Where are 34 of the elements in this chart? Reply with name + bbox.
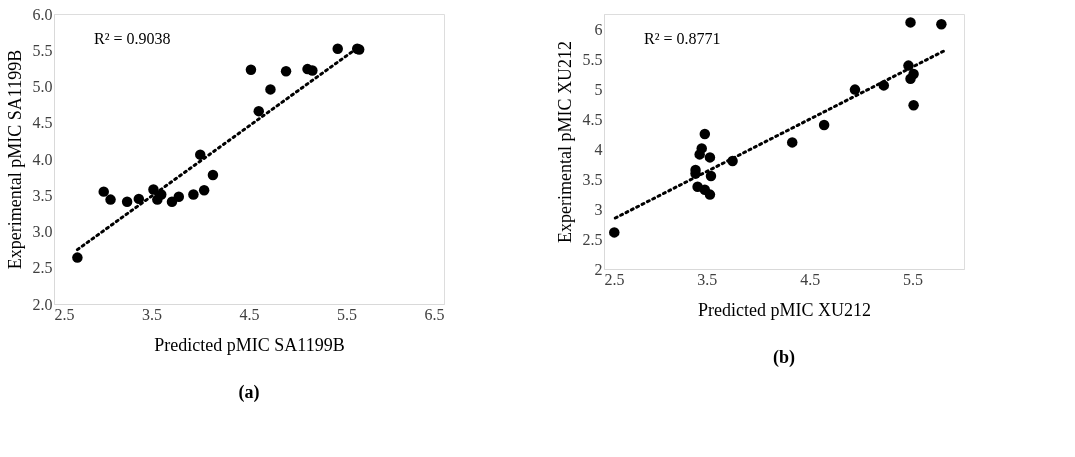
y-tick-label: 3.5 — [582, 170, 603, 188]
y-tick-label: 6.0 — [32, 5, 53, 23]
x-axis-title: Predicted pMIC SA1199B — [154, 334, 345, 355]
y-tick-label: 2.5 — [582, 230, 603, 248]
y-tick-label: 3 — [594, 200, 603, 218]
x-axis-title: Predicted pMIC XU212 — [698, 299, 871, 320]
x-tick-label: 4.5 — [239, 305, 260, 323]
y-axis-title: Experimental pMIC SA1199B — [4, 49, 25, 270]
y-tick-label: 2.0 — [32, 295, 53, 313]
x-tick-label: 4.5 — [800, 270, 821, 288]
text: (a) — [238, 382, 260, 403]
y-axis-title: Experimental pMIC XU212 — [554, 41, 575, 243]
x-tick-label: 6.5 — [424, 305, 445, 323]
y-tick-label: 5 — [594, 80, 603, 98]
annotation: R² = 0.9038 — [94, 30, 171, 47]
y-tick-label: 5.5 — [582, 50, 603, 68]
x-tick-label: 2.5 — [54, 305, 75, 323]
text: (b) — [773, 347, 795, 368]
x-tick-label: 3.5 — [697, 270, 718, 288]
y-tick-label: 6 — [594, 20, 603, 38]
y-tick-label: 2.5 — [32, 259, 53, 277]
y-tick-label: 4.5 — [582, 110, 603, 128]
y-tick-label: 4 — [594, 140, 603, 158]
y-tick-label: 4.5 — [32, 114, 53, 132]
x-tick-label: 5.5 — [337, 305, 357, 323]
x-tick-label: 3.5 — [142, 305, 162, 323]
annotation: R² = 0.8771 — [644, 30, 721, 47]
y-tick-label: 3.0 — [32, 223, 53, 240]
y-tick-label: 5.5 — [32, 41, 53, 59]
x-tick-label: 5.5 — [903, 270, 924, 288]
y-tick-label: 5.0 — [32, 78, 53, 95]
y-tick-label: 4.0 — [32, 150, 53, 168]
y-tick-label: 2 — [594, 260, 603, 278]
y-tick-label: 3.5 — [32, 186, 53, 204]
